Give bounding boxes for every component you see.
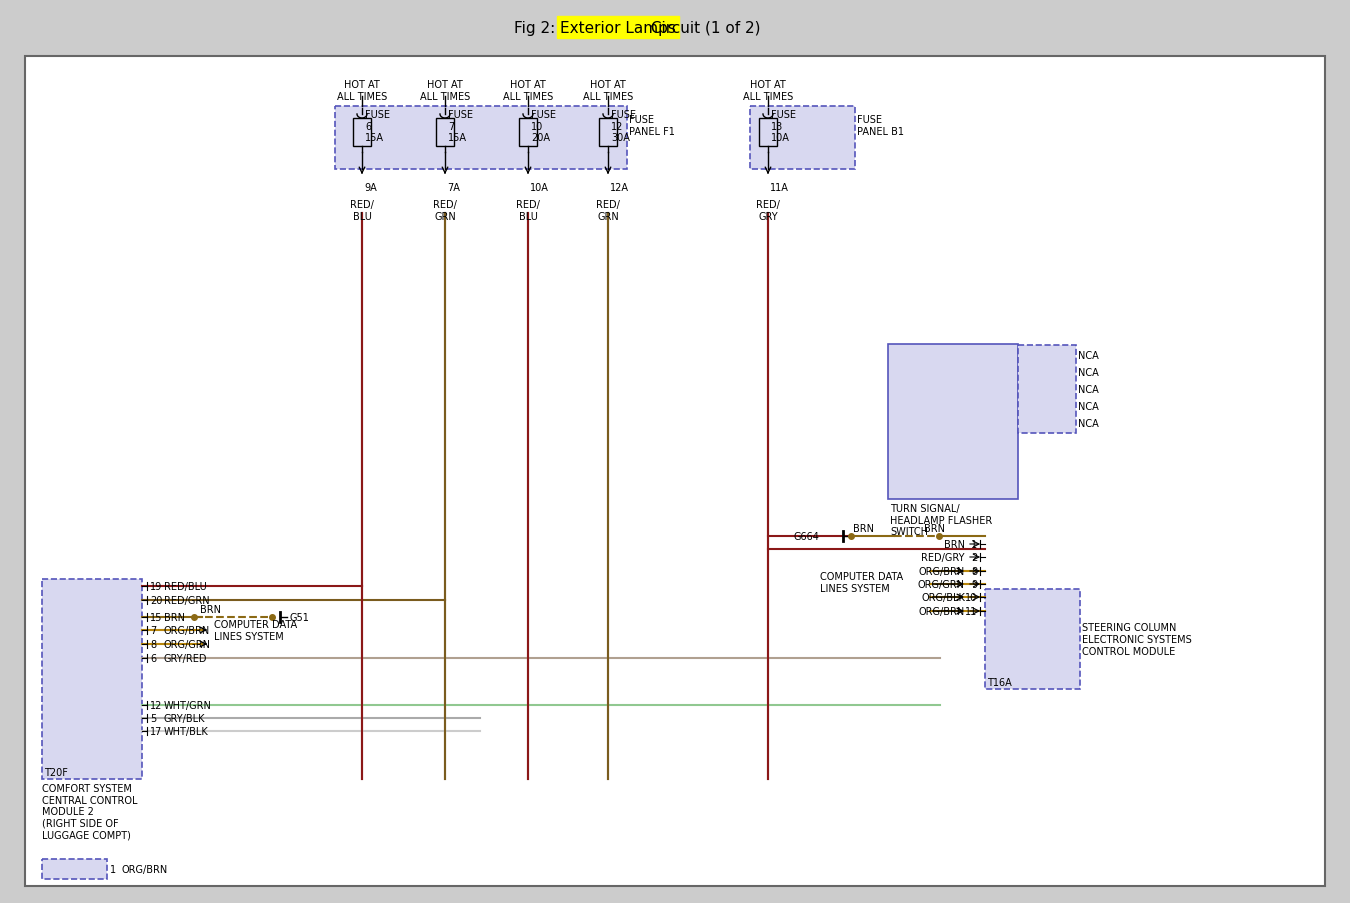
Text: 11A: 11A: [769, 182, 788, 192]
Text: COMPUTER DATA
LINES SYSTEM: COMPUTER DATA LINES SYSTEM: [819, 572, 903, 593]
Text: HOT AT
ALL TIMES: HOT AT ALL TIMES: [502, 79, 554, 101]
Text: Fig 2:: Fig 2:: [514, 21, 560, 35]
Text: ORG/BRN: ORG/BRN: [122, 864, 167, 874]
Text: NCA: NCA: [1079, 418, 1099, 429]
Text: GRY/BLK: GRY/BLK: [163, 713, 205, 723]
Text: NCA: NCA: [1079, 368, 1099, 377]
Text: HOT AT
ALL TIMES: HOT AT ALL TIMES: [743, 79, 794, 101]
Bar: [986, 590, 1080, 689]
Text: BRN: BRN: [853, 524, 873, 534]
Text: RED/
BLU: RED/ BLU: [350, 200, 374, 221]
Text: HOT AT
ALL TIMES: HOT AT ALL TIMES: [420, 79, 470, 101]
Text: NCA: NCA: [1079, 350, 1099, 360]
Text: 9: 9: [971, 580, 977, 590]
Text: FUSE
PANEL B1: FUSE PANEL B1: [857, 115, 904, 136]
Text: RED/
GRN: RED/ GRN: [597, 200, 620, 221]
Text: FUSE
6
15A: FUSE 6 15A: [364, 110, 390, 143]
Text: BRN: BRN: [200, 604, 221, 614]
Bar: [352, 119, 371, 147]
Text: NCA: NCA: [1079, 385, 1099, 395]
Bar: [518, 119, 537, 147]
Text: 8: 8: [150, 639, 157, 649]
Text: HOT AT
ALL TIMES: HOT AT ALL TIMES: [338, 79, 387, 101]
Text: T20F: T20F: [45, 768, 68, 777]
Text: 5: 5: [150, 713, 157, 723]
Text: RED/
BLU: RED/ BLU: [516, 200, 540, 221]
Text: FUSE
7
15A: FUSE 7 15A: [448, 110, 472, 143]
Text: 12A: 12A: [610, 182, 629, 192]
Text: ORG/BRN: ORG/BRN: [919, 606, 965, 617]
Text: BRN: BRN: [163, 612, 185, 622]
Text: NCA: NCA: [1079, 402, 1099, 412]
Text: ORG/GRN: ORG/GRN: [918, 580, 965, 590]
Text: HOT AT
ALL TIMES: HOT AT ALL TIMES: [583, 79, 633, 101]
Text: 6: 6: [150, 653, 157, 664]
Text: 10A: 10A: [531, 182, 549, 192]
Bar: [335, 107, 626, 170]
Text: 2: 2: [971, 553, 977, 563]
Text: RED/BLU: RED/BLU: [163, 582, 207, 591]
Text: 7A: 7A: [447, 182, 460, 192]
Text: Circuit (1 of 2): Circuit (1 of 2): [647, 21, 760, 35]
Text: 7: 7: [150, 625, 157, 636]
Bar: [42, 859, 107, 879]
Text: ORG/GRN: ORG/GRN: [163, 639, 211, 649]
Text: Exterior Lamps: Exterior Lamps: [560, 21, 676, 35]
Text: G51: G51: [289, 612, 309, 622]
Text: FUSE
12
30A: FUSE 12 30A: [612, 110, 636, 143]
Text: ORG/BRN: ORG/BRN: [163, 625, 211, 636]
Text: GRY/RED: GRY/RED: [163, 653, 208, 664]
Bar: [436, 119, 454, 147]
Text: COMFORT SYSTEM
CENTRAL CONTROL
MODULE 2
(RIGHT SIDE OF
LUGGAGE COMPT): COMFORT SYSTEM CENTRAL CONTROL MODULE 2 …: [42, 783, 138, 840]
Text: 19: 19: [150, 582, 162, 591]
Text: BRN: BRN: [923, 524, 945, 534]
Text: RED/GRN: RED/GRN: [163, 595, 209, 605]
Text: 1: 1: [109, 864, 116, 874]
Text: 17: 17: [150, 726, 162, 736]
Text: 20: 20: [150, 595, 162, 605]
Bar: [759, 119, 778, 147]
Text: 12: 12: [150, 700, 162, 711]
Text: STEERING COLUMN
ELECTRONIC SYSTEMS
CONTROL MODULE: STEERING COLUMN ELECTRONIC SYSTEMS CONTR…: [1081, 623, 1192, 656]
Text: G664: G664: [794, 531, 819, 542]
Text: RED/
GRN: RED/ GRN: [433, 200, 456, 221]
Text: 9A: 9A: [364, 182, 377, 192]
Text: COMPUTER DATA
LINES SYSTEM: COMPUTER DATA LINES SYSTEM: [215, 619, 297, 641]
Text: WHT/BLK: WHT/BLK: [163, 726, 209, 736]
Text: WHT/GRN: WHT/GRN: [163, 700, 212, 711]
Bar: [888, 345, 1018, 499]
Text: FUSE
PANEL F1: FUSE PANEL F1: [629, 115, 675, 136]
Bar: [599, 119, 617, 147]
Text: FUSE
13
10A: FUSE 13 10A: [771, 110, 796, 143]
Text: 8: 8: [971, 566, 977, 576]
Text: ORG/BRN: ORG/BRN: [919, 566, 965, 576]
Bar: [1018, 346, 1076, 433]
Text: 15: 15: [150, 612, 162, 622]
Text: 11: 11: [965, 606, 977, 617]
Text: 10: 10: [965, 592, 977, 602]
Text: BRN: BRN: [944, 539, 965, 549]
Text: T16A: T16A: [987, 677, 1011, 687]
Text: RED/
GRY: RED/ GRY: [756, 200, 780, 221]
Bar: [751, 107, 855, 170]
Text: TURN SIGNAL/
HEADLAMP FLASHER
SWITCH: TURN SIGNAL/ HEADLAMP FLASHER SWITCH: [890, 504, 992, 536]
Text: ORG/BLK: ORG/BLK: [921, 592, 965, 602]
Text: RED/GRY: RED/GRY: [922, 553, 965, 563]
Bar: [42, 580, 142, 779]
Text: FUSE
10
20A: FUSE 10 20A: [531, 110, 556, 143]
Text: 1: 1: [971, 539, 977, 549]
